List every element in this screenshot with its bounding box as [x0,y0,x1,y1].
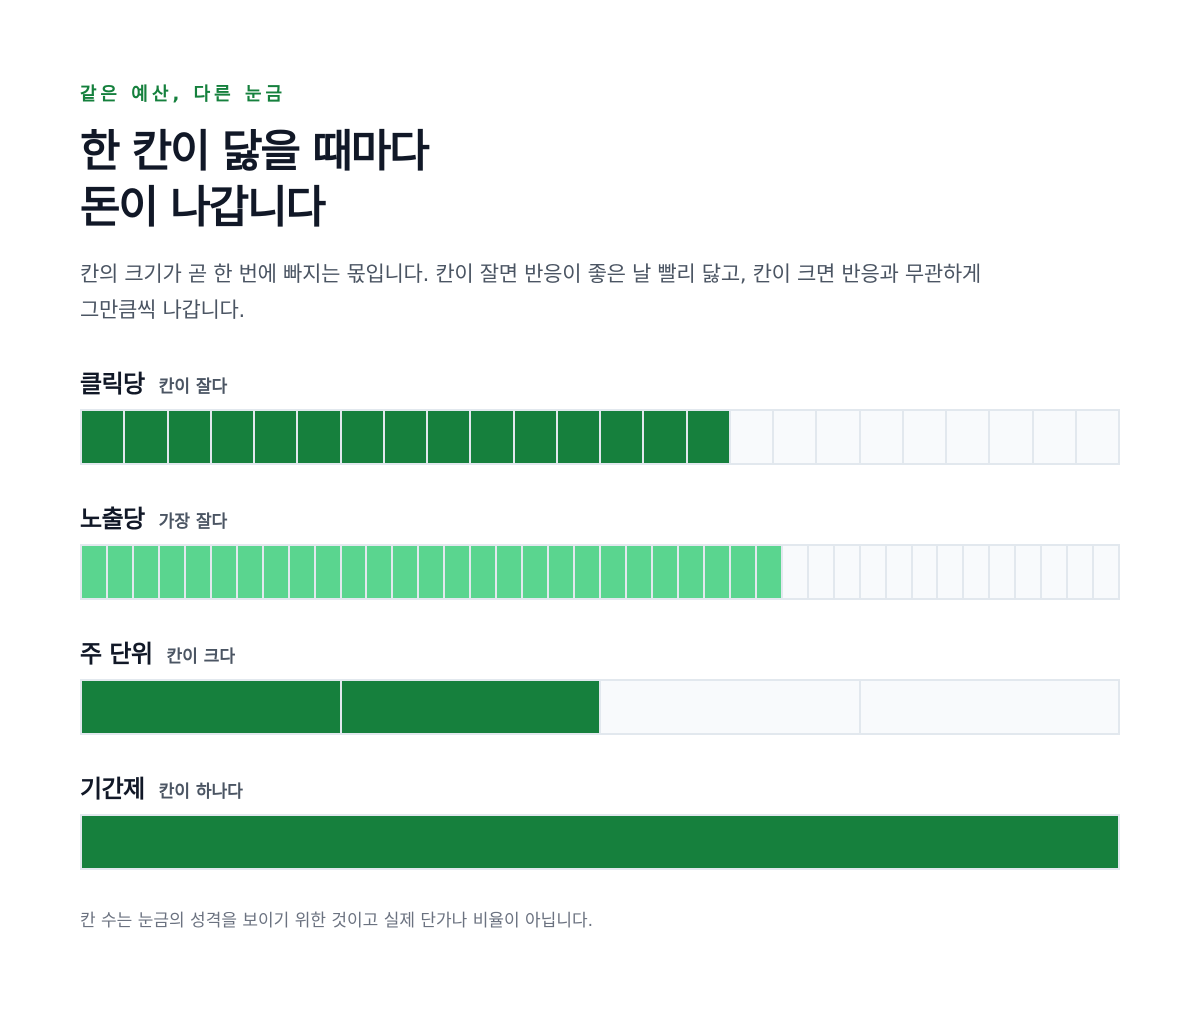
filled-cell [549,546,574,598]
filled-cell [652,546,677,598]
description-line: 칸의 크기가 곧 한 번에 빠지는 몫입니다. 칸이 잘면 반응이 좋은 날 빨… [80,262,981,286]
cell-bar-per-click [80,409,1120,465]
row-header-per-click: 클릭당 칸이 잘다 [80,364,227,400]
filled-cell [393,546,418,598]
filled-cell [237,546,262,598]
description-line: 그만큼씩 나갑니다. [80,298,245,322]
row-label: 주 단위 [80,640,153,668]
filled-cell [687,411,729,463]
filled-cell [471,546,496,598]
filled-cell [168,411,210,463]
filled-cell [263,546,288,598]
filled-cell [497,546,522,598]
empty-cell [1094,546,1119,598]
filled-cell [730,546,755,598]
row-note: 가장 잘다 [158,512,228,532]
empty-cell [964,546,989,598]
filled-cell [601,411,643,463]
empty-cell [1033,411,1075,463]
empty-cell [774,411,816,463]
empty-cell [860,681,1118,733]
filled-cell [471,411,513,463]
filled-cell [341,546,366,598]
empty-cell [938,546,963,598]
filled-cell [704,546,729,598]
filled-cell [523,546,548,598]
empty-cell [947,411,989,463]
filled-cell [514,411,556,463]
filled-cell [159,546,184,598]
eyebrow-label: 같은 예산, 다른 눈금 [80,84,287,105]
filled-cell [82,546,106,598]
filled-cell [644,411,686,463]
page-title: 한 칸이 닳을 때마다 돈이 나갑니다 [80,124,430,236]
empty-cell [1076,411,1118,463]
row-header-per-impression: 노출당 가장 잘다 [80,499,227,535]
empty-cell [860,411,902,463]
title-line: 한 칸이 닳을 때마다 [80,126,430,177]
filled-cell [341,681,599,733]
empty-cell [1068,546,1093,598]
empty-cell [1042,546,1067,598]
filled-cell [185,546,210,598]
filled-cell [678,546,703,598]
empty-cell [886,546,911,598]
filled-cell [627,546,651,598]
empty-cell [808,546,833,598]
row-note: 칸이 하나다 [158,782,243,802]
filled-cell [384,411,426,463]
empty-cell [990,411,1032,463]
cell-bar-per-impression [80,544,1120,600]
empty-cell [990,546,1015,598]
filled-cell [367,546,392,598]
empty-cell [903,411,945,463]
row-label: 기간제 [80,775,145,803]
filled-cell [211,411,253,463]
filled-cell [298,411,340,463]
title-line: 돈이 나갑니다 [80,182,326,233]
empty-cell [782,546,807,598]
empty-cell [730,411,772,463]
filled-cell [445,546,470,598]
filled-cell [575,546,600,598]
filled-cell [82,411,124,463]
filled-cell [428,411,470,463]
row-header-flat-term: 기간제 칸이 하나다 [80,769,243,805]
cell-bar-weekly [80,679,1120,735]
filled-cell [107,546,132,598]
row-label: 노출당 [80,505,145,533]
filled-cell [756,546,781,598]
filled-cell [601,546,626,598]
page-description: 칸의 크기가 곧 한 번에 빠지는 몫입니다. 칸이 잘면 반응이 좋은 날 빨… [80,256,1080,328]
filled-cell [315,546,340,598]
row-label: 클릭당 [80,370,145,398]
empty-cell [834,546,859,598]
footnote: 칸 수는 눈금의 성격을 보이기 위한 것이고 실제 단가나 비율이 아닙니다. [80,911,594,931]
empty-cell [1016,546,1041,598]
empty-cell [817,411,859,463]
filled-cell [82,816,1118,868]
filled-cell [255,411,297,463]
row-note: 칸이 잘다 [158,377,228,397]
empty-cell [601,681,859,733]
row-note: 칸이 크다 [166,647,236,667]
filled-cell [82,681,340,733]
empty-cell [912,546,937,598]
row-header-weekly: 주 단위 칸이 크다 [80,634,235,670]
filled-cell [341,411,383,463]
filled-cell [289,546,314,598]
filled-cell [419,546,444,598]
filled-cell [125,411,167,463]
filled-cell [557,411,599,463]
filled-cell [211,546,236,598]
cell-bar-flat-term [80,814,1120,870]
empty-cell [860,546,885,598]
filled-cell [133,546,158,598]
